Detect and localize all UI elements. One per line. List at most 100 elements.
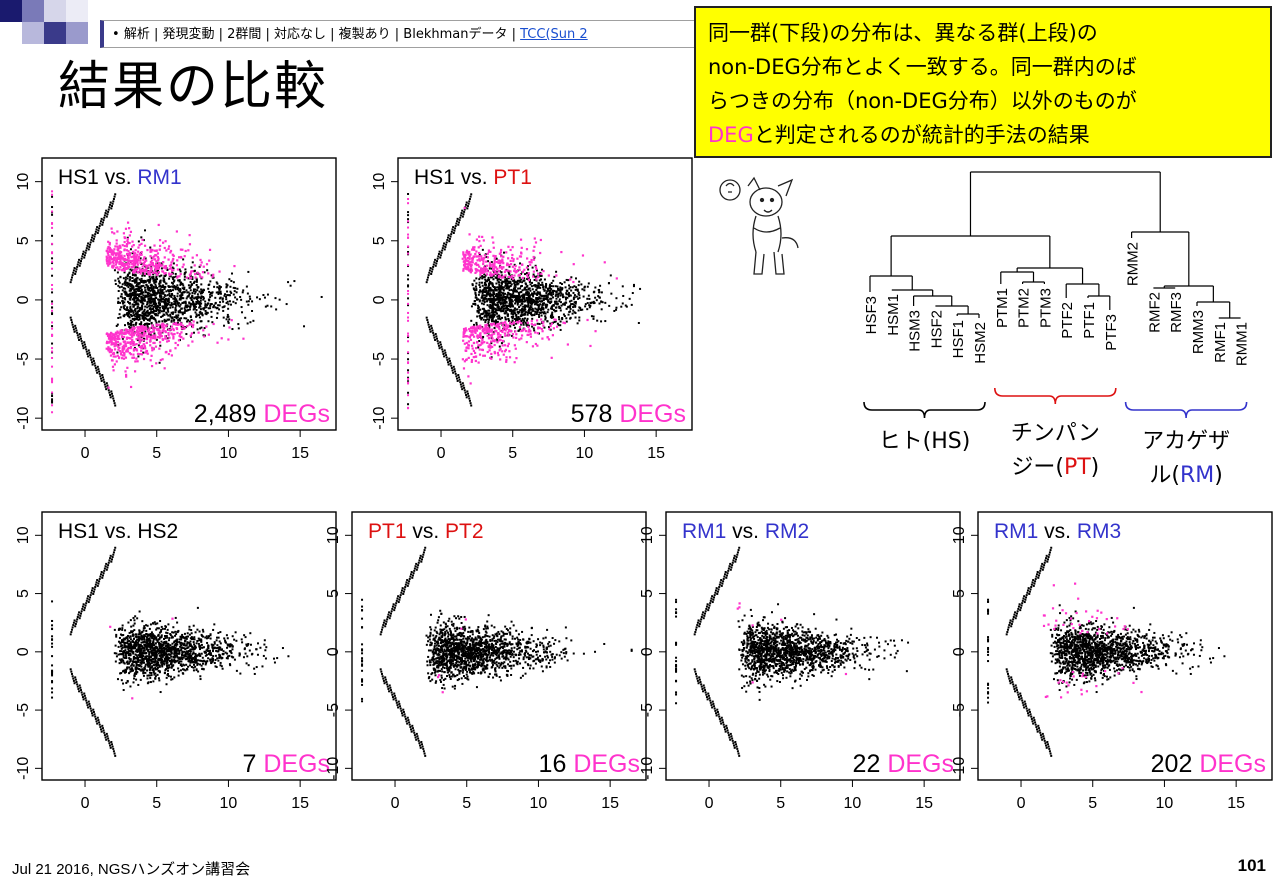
ma-point bbox=[228, 294, 231, 297]
ma-point bbox=[142, 313, 145, 316]
ma-point bbox=[205, 306, 208, 309]
ma-point bbox=[199, 302, 202, 305]
ma-point bbox=[155, 309, 158, 312]
ma-point bbox=[87, 242, 90, 245]
ma-point bbox=[226, 300, 229, 303]
deg-point bbox=[117, 345, 120, 348]
deg-point bbox=[128, 262, 131, 266]
ma-point bbox=[140, 321, 143, 324]
deg-point bbox=[118, 244, 121, 247]
ma-point bbox=[129, 287, 132, 290]
deg-point bbox=[154, 334, 157, 337]
deg-point bbox=[110, 227, 113, 230]
deg-point bbox=[169, 267, 173, 270]
ma-point bbox=[107, 389, 110, 392]
ma-point bbox=[149, 286, 152, 289]
deg-point bbox=[143, 345, 147, 348]
ma-point bbox=[149, 334, 152, 337]
ma-point bbox=[103, 381, 106, 384]
ma-point bbox=[124, 290, 127, 293]
ma-point bbox=[264, 305, 267, 308]
ma-point bbox=[133, 319, 136, 322]
ma-point bbox=[122, 302, 125, 305]
ma-point bbox=[177, 314, 180, 317]
ma-point bbox=[234, 296, 237, 299]
ma-point bbox=[129, 285, 132, 288]
ma-point bbox=[139, 289, 142, 292]
deg-point bbox=[149, 335, 152, 338]
ma-point bbox=[99, 375, 102, 378]
ma-point bbox=[125, 284, 128, 287]
deg-point bbox=[112, 262, 115, 265]
breadcrumb-link[interactable]: TCC(Sun 2 bbox=[520, 27, 588, 42]
ma-point bbox=[116, 271, 119, 274]
deg-point bbox=[143, 256, 146, 259]
ma-point bbox=[150, 298, 153, 301]
deg-point bbox=[151, 337, 154, 340]
ma-point bbox=[149, 279, 152, 282]
deg-point bbox=[199, 275, 202, 278]
ma-point bbox=[89, 243, 92, 246]
callout-line-2: non-DEG分布とよく一致する。同一群内のば bbox=[708, 55, 1137, 79]
deg-point bbox=[111, 231, 114, 234]
ma-point bbox=[127, 323, 130, 326]
ma-point bbox=[183, 311, 186, 314]
ma-point bbox=[129, 327, 132, 330]
ma-point bbox=[137, 240, 140, 243]
ma-point bbox=[179, 270, 182, 273]
ma-point bbox=[160, 310, 163, 313]
deg-point bbox=[126, 255, 130, 258]
ma-point bbox=[131, 274, 134, 277]
ma-point bbox=[87, 248, 90, 251]
deg-point bbox=[146, 337, 149, 341]
ma-point bbox=[136, 314, 139, 317]
ma-point bbox=[51, 400, 54, 403]
deg-point bbox=[123, 352, 126, 356]
ma-point bbox=[117, 300, 120, 303]
ma-point bbox=[173, 316, 176, 319]
deg-point bbox=[212, 273, 215, 276]
ma-point bbox=[155, 296, 158, 299]
ma-point bbox=[167, 307, 170, 310]
deg-point bbox=[174, 347, 177, 350]
deg-point bbox=[165, 249, 168, 252]
deg-point bbox=[107, 386, 110, 389]
deg-point bbox=[191, 270, 194, 273]
deg-point bbox=[149, 338, 152, 341]
ma-point bbox=[124, 278, 127, 281]
ma-point bbox=[130, 321, 133, 324]
ma-point bbox=[176, 284, 179, 287]
deg-point bbox=[179, 322, 183, 325]
ma-point bbox=[218, 285, 221, 288]
ma-point bbox=[101, 223, 104, 226]
deg-point bbox=[172, 337, 175, 340]
ma-point bbox=[129, 268, 132, 271]
ma-point bbox=[228, 278, 231, 281]
deg-point bbox=[140, 353, 144, 356]
deg-point bbox=[141, 265, 144, 268]
deg-point bbox=[212, 322, 215, 326]
deg-point bbox=[139, 270, 142, 273]
ma-point bbox=[104, 212, 107, 215]
deg-point bbox=[129, 230, 133, 233]
ma-point bbox=[155, 285, 158, 288]
ma-point bbox=[237, 327, 240, 330]
ma-point bbox=[236, 287, 239, 290]
ma-point bbox=[119, 301, 122, 304]
ma-point bbox=[130, 294, 133, 297]
deg-point bbox=[119, 329, 122, 332]
deg-point bbox=[132, 250, 135, 253]
ma-point bbox=[138, 318, 141, 321]
ma-point bbox=[186, 291, 189, 294]
ma-point bbox=[204, 303, 207, 306]
ma-point bbox=[252, 319, 255, 322]
ma-point bbox=[149, 315, 152, 318]
ma-point bbox=[79, 262, 82, 265]
ma-point bbox=[76, 263, 79, 266]
ma-point bbox=[86, 244, 89, 247]
page-title: 結果の比較 bbox=[58, 57, 329, 117]
ma-point bbox=[133, 303, 136, 306]
deg-point bbox=[137, 250, 140, 253]
deg-point bbox=[173, 332, 176, 336]
